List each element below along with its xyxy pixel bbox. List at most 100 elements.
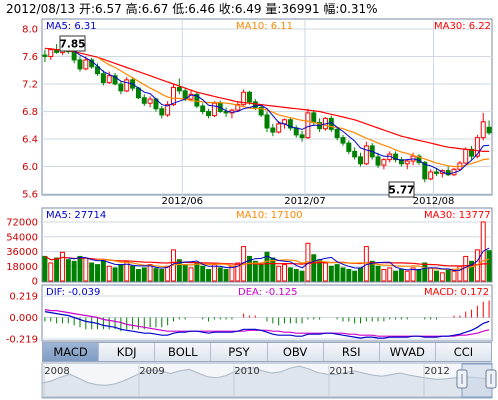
volume-panel: 72000 54000 36000 18000 0 MA5: 27714 MA10: 1…: [6, 207, 493, 288]
candle-body: [311, 112, 317, 123]
range-handle-right[interactable]: [485, 369, 497, 389]
volume-bar: [334, 264, 340, 282]
low-callout-text: 5.77: [389, 185, 415, 197]
range-handle-left[interactable]: [456, 369, 468, 389]
candle-body: [381, 159, 387, 166]
candle-body: [404, 160, 410, 165]
price-x-tick: 2012/07: [284, 196, 326, 207]
low-callout-box: [388, 181, 415, 198]
tab-obv[interactable]: OBV: [267, 343, 324, 361]
low-callout: 5.77: [388, 181, 415, 198]
price-x-tick: 2012/08: [413, 196, 455, 207]
macd-y-tick: -0.219: [6, 335, 38, 346]
tab-macd[interactable]: MACD: [43, 343, 100, 361]
candle-body: [346, 142, 352, 152]
candle-body: [95, 66, 101, 75]
volume-bar: [229, 265, 235, 282]
volume-bar: [89, 262, 95, 282]
volume-y-tick: 18000: [6, 262, 38, 273]
volume-bar: [416, 269, 422, 282]
volume-bar: [153, 268, 159, 282]
quote-high: 高:6.67: [125, 2, 169, 16]
candle-body: [112, 75, 118, 85]
volume-y-tick: 72000: [6, 218, 38, 229]
volume-bar: [48, 262, 54, 282]
volume-bar: [387, 267, 393, 282]
candle-body: [42, 54, 48, 57]
volume-bar: [246, 255, 252, 282]
candle-body: [176, 86, 182, 92]
candle-body: [200, 105, 206, 112]
tab-cci[interactable]: CCI: [435, 343, 491, 361]
overview-years: 2008 2009 2010 2011 2012: [43, 365, 450, 397]
volume-bar: [217, 267, 223, 282]
price-x-tick: 2012/06: [161, 196, 203, 207]
candle-body: [264, 114, 270, 129]
volume-y-tick: 36000: [6, 247, 38, 258]
candle-body: [486, 126, 492, 134]
macd-panel: 0.219 0.000 -0.219 DIF: -0.039 DEA: -0.125…: [6, 284, 493, 346]
quote-open: 开:6.57: [79, 2, 122, 16]
volume-bar: [293, 269, 299, 282]
candle-body: [422, 161, 428, 180]
volume-bar: [188, 267, 194, 282]
candle-body: [287, 119, 293, 129]
candle-body: [206, 111, 212, 117]
volume-ma30-line: [44, 255, 490, 267]
candle-body: [235, 104, 241, 111]
indicator-tabs: MACD KDJ BOLL PSY OBV RSI WVAD CCI: [42, 342, 492, 362]
volume-bar: [410, 267, 416, 282]
volume-bar: [42, 255, 48, 282]
volume-bar: [445, 269, 451, 282]
candle-body: [246, 91, 252, 103]
high-callout: 7.85: [59, 35, 86, 52]
volume-bar: [130, 265, 136, 282]
volume-bar: [77, 255, 83, 282]
candle-body: [445, 170, 451, 176]
tab-psy[interactable]: PSY: [211, 343, 268, 361]
volume-bar: [54, 257, 60, 282]
price-x-ticks: 2012/06 2012/07 2012/08: [161, 196, 454, 207]
price-ma30-label: MA30: 6.22: [434, 21, 491, 32]
price-y-tick: 8.0: [22, 25, 38, 36]
candle-body: [276, 123, 282, 133]
candle-body: [165, 104, 171, 116]
volume-bar: [381, 269, 387, 282]
volume-bar: [311, 254, 317, 282]
candle-body: [48, 49, 54, 57]
volume-bar: [258, 264, 264, 282]
high-callout-text: 7.85: [60, 39, 86, 51]
candle-body: [416, 155, 422, 163]
quote-date: 2012/08/13: [6, 2, 76, 16]
volume-bar: [147, 264, 153, 282]
price-panel-frame: [41, 18, 493, 196]
stock-quote-header: 2012/08/13 开:6.57 高:6.67 低:6.46 收:6.49 量…: [6, 0, 378, 18]
overview-year-label: 2009: [139, 366, 164, 377]
macd-y-ticks: 0.219 0.000 -0.219: [6, 292, 38, 346]
volume-bar: [118, 264, 124, 282]
candle-body: [358, 156, 363, 165]
volume-ma10-label: MA10: 17100: [236, 210, 303, 221]
volume-bar: [182, 264, 188, 282]
tab-boll[interactable]: BOLL: [155, 343, 212, 361]
ma5-line: [68, 49, 490, 175]
volume-bar: [100, 260, 106, 282]
ma30-line: [44, 47, 490, 152]
candle-body: [211, 102, 217, 117]
tab-rsi[interactable]: RSI: [323, 343, 380, 361]
overview-year-label: 2011: [329, 366, 354, 377]
candle-body: [375, 156, 381, 166]
volume-ma10-line: [97, 258, 490, 270]
volume-bar: [59, 251, 65, 282]
tab-wvad[interactable]: WVAD: [379, 343, 436, 361]
candle-body: [393, 153, 399, 161]
candle-body: [124, 79, 130, 92]
quote-close: 收:6.49: [218, 2, 262, 16]
volume-bar: [287, 267, 293, 282]
tab-kdj[interactable]: KDJ: [99, 343, 156, 361]
volume-bar: [422, 262, 428, 282]
volume-bar: [135, 269, 141, 282]
volume-bar: [428, 267, 434, 282]
candle-body: [159, 108, 165, 116]
